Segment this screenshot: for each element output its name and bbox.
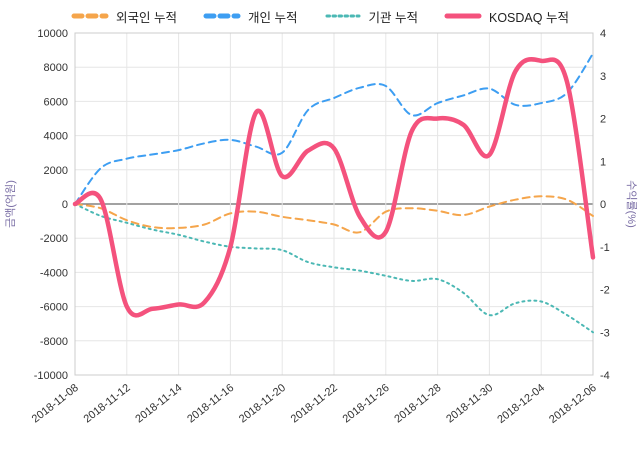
x-axis-tick-label: 2018-11-16 — [185, 382, 236, 426]
left-axis-tick-label: -8000 — [40, 336, 68, 348]
right-axis-tick-label: 0 — [600, 199, 606, 211]
x-axis-tick-label: 2018-11-12 — [82, 382, 133, 426]
legend-label-individual: 개인 누적 — [248, 10, 298, 25]
x-axis-tick-label: 2018-11-28 — [392, 382, 443, 426]
x-axis-tick-label: 2018-11-14 — [133, 382, 184, 426]
left-axis-tick-label: 4000 — [44, 131, 68, 143]
right-axis-tick-label: 2 — [600, 114, 606, 126]
left-axis-tick-label: -4000 — [40, 267, 68, 279]
legend-item-kosdaq[interactable]: KOSDAQ 누적 — [444, 7, 569, 26]
left-axis-tick-label: -10000 — [34, 370, 68, 382]
right-axis-title: 수익률(%) — [625, 180, 638, 227]
right-axis-tick-label: 1 — [600, 156, 606, 168]
chart-legend: 외국인 누적 개인 누적 기관 누적 KOSDAQ 누적 — [0, 4, 640, 28]
x-axis-tick-label: 2018-12-04 — [495, 382, 547, 426]
legend-label-foreign: 외국인 누적 — [116, 10, 178, 25]
left-axis-tick-label: 0 — [62, 199, 68, 211]
left-axis-tick-label: 8000 — [44, 62, 68, 74]
left-axis-title: 금액(억원) — [4, 180, 17, 228]
left-axis-tick-label: 2000 — [44, 165, 68, 177]
x-axis-tick-label: 2018-12-06 — [547, 382, 599, 426]
legend-sample-individual-line — [203, 13, 241, 19]
right-axis-tick-label: -4 — [600, 370, 610, 382]
legend-item-individual[interactable]: 개인 누적 — [203, 7, 298, 26]
legend-label-kosdaq: KOSDAQ 누적 — [488, 10, 569, 25]
left-axis-tick-label: -6000 — [40, 302, 68, 314]
right-axis-tick-label: -3 — [600, 327, 610, 339]
legend-label-institution: 기관 누적 — [368, 10, 418, 25]
right-axis-tick-label: 4 — [600, 28, 606, 40]
left-axis-tick-label: -2000 — [40, 233, 68, 245]
series-line-institution — [74, 203, 594, 334]
series-line-kosdaq — [72, 57, 596, 318]
right-axis-tick-label: -1 — [600, 242, 610, 254]
legend-sample-kosdaq-line — [444, 13, 482, 19]
x-axis-tick-label: 2018-11-26 — [341, 382, 392, 426]
right-axis-tick-label: -2 — [600, 285, 610, 297]
legend-sample-foreign-line — [71, 13, 109, 19]
legend-item-institution[interactable]: 기관 누적 — [324, 7, 418, 26]
left-axis-tick-label: 10000 — [37, 28, 68, 40]
right-axis-tick-label: 3 — [600, 71, 606, 83]
x-axis-tick-label: 2018-11-20 — [237, 382, 288, 426]
legend-sample-institution-line — [325, 14, 360, 18]
left-axis-tick-label: 6000 — [44, 96, 68, 108]
x-axis-tick-label: 2018-11-08 — [30, 382, 81, 426]
x-axis-tick-label: 2018-11-30 — [444, 382, 495, 426]
series-line-foreign — [74, 195, 594, 234]
x-axis-tick-label: 2018-11-22 — [289, 382, 340, 426]
legend-item-foreign[interactable]: 외국인 누적 — [71, 7, 177, 26]
